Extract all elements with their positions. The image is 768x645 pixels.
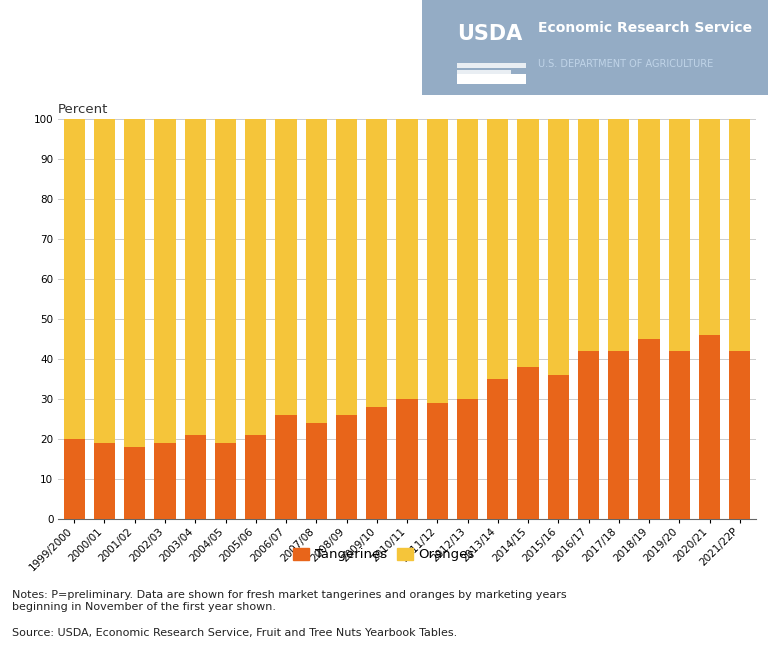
Text: U.S. DEPARTMENT OF AGRICULTURE: U.S. DEPARTMENT OF AGRICULTURE	[538, 59, 713, 69]
Bar	[638, 119, 660, 339]
Bar	[608, 352, 630, 519]
Bar	[124, 119, 145, 447]
Legend: Tangerines, Oranges: Tangerines, Oranges	[288, 542, 480, 567]
Bar	[669, 352, 690, 519]
Bar	[699, 335, 720, 519]
Bar	[638, 339, 660, 519]
Bar	[457, 70, 511, 76]
Text: and oranges, by share, 1999–2022P: and oranges, by share, 1999–2022P	[12, 64, 362, 83]
Bar	[427, 403, 448, 519]
Bar	[366, 119, 387, 407]
Bar	[276, 415, 296, 519]
Text: Notes: P=preliminary. Data are shown for fresh market tangerines and oranges by : Notes: P=preliminary. Data are shown for…	[12, 590, 566, 611]
Bar	[64, 439, 84, 519]
Bar	[94, 443, 115, 519]
Bar	[154, 119, 176, 443]
Bar	[154, 443, 176, 519]
Bar	[215, 443, 236, 519]
Bar	[64, 119, 84, 439]
Bar	[578, 352, 599, 519]
Bar	[94, 119, 115, 443]
Bar	[124, 447, 145, 519]
Text: USDA: USDA	[457, 24, 522, 44]
Bar	[366, 407, 387, 519]
Bar	[336, 415, 357, 519]
Bar	[427, 119, 448, 403]
Bar	[422, 0, 768, 95]
Bar	[396, 119, 418, 399]
Bar	[548, 119, 569, 375]
Bar	[669, 119, 690, 352]
Bar	[608, 119, 630, 352]
Bar	[306, 119, 327, 423]
Bar	[457, 119, 478, 399]
Bar	[457, 74, 526, 84]
Bar	[699, 119, 720, 335]
Bar	[457, 78, 495, 84]
Bar	[245, 119, 266, 435]
Bar	[396, 399, 418, 519]
Bar	[245, 435, 266, 519]
Bar	[184, 119, 206, 435]
Bar	[548, 375, 569, 519]
Bar	[215, 119, 236, 443]
Bar	[336, 119, 357, 415]
Bar	[730, 352, 750, 519]
Bar	[487, 379, 508, 519]
Bar	[518, 119, 538, 367]
Text: Economic Research Service: Economic Research Service	[538, 21, 752, 35]
Bar	[184, 435, 206, 519]
Bar	[306, 423, 327, 519]
Bar	[487, 119, 508, 379]
Bar	[276, 119, 296, 415]
Text: U.S. per capita availability of tangerines: U.S. per capita availability of tangerin…	[12, 26, 409, 45]
Text: Source: USDA, Economic Research Service, Fruit and Tree Nuts Yearbook Tables.: Source: USDA, Economic Research Service,…	[12, 628, 457, 638]
Bar	[578, 119, 599, 352]
Text: Percent: Percent	[58, 103, 108, 116]
Bar	[457, 399, 478, 519]
Bar	[518, 367, 538, 519]
Bar	[457, 63, 526, 68]
Bar	[730, 119, 750, 352]
